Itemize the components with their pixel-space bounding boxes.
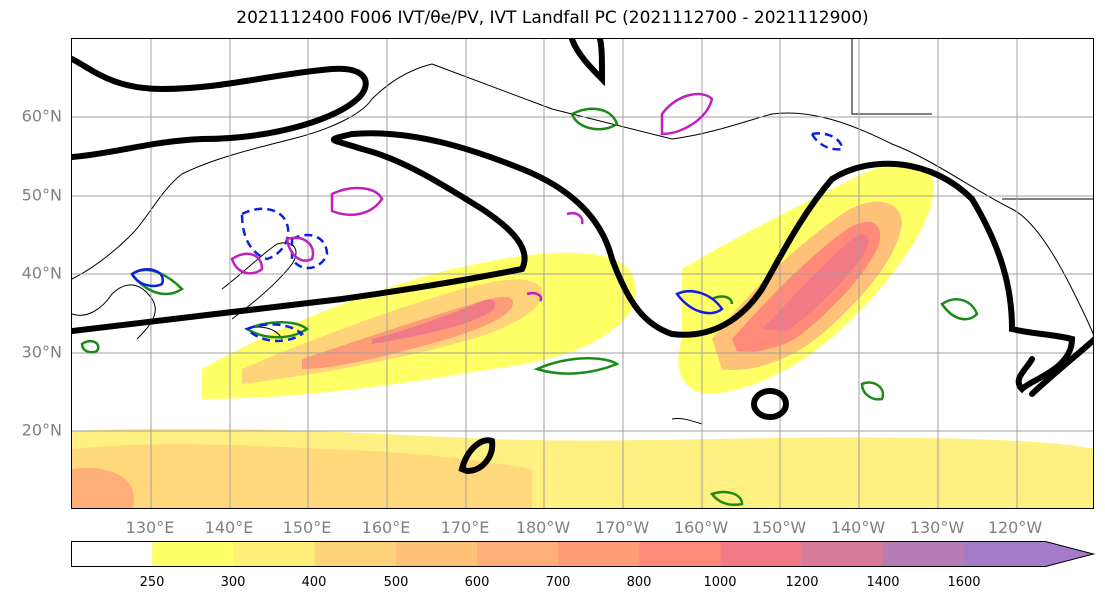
magenta-contours	[230, 92, 714, 302]
lon-label-150w: 150°W	[751, 518, 807, 537]
colorbar-box	[71, 541, 153, 567]
coastlines	[72, 39, 1093, 425]
lon-label-150e: 150°E	[282, 518, 332, 537]
map-panel	[71, 38, 1094, 509]
lon-label-170e: 170°E	[440, 518, 490, 537]
lon-label-180w: 180°W	[515, 518, 571, 537]
lat-label-30n: 30°N	[21, 342, 62, 362]
colorbar-tick-1600: 1600	[947, 575, 981, 590]
colorbar-tick-1000: 1000	[703, 575, 737, 590]
lat-label-50n: 50°N	[21, 185, 62, 205]
colorbar-box	[152, 541, 234, 567]
lon-label-160e: 160°E	[361, 518, 411, 537]
colorbar-box	[558, 541, 640, 567]
colorbar-tick-700: 700	[545, 575, 571, 590]
lon-label-160w: 160°W	[673, 518, 729, 537]
colorbar-box	[314, 541, 397, 567]
lat-label-40n: 40°N	[21, 263, 62, 283]
lat-label-20n: 20°N	[21, 420, 62, 440]
ivt-colorbar	[71, 541, 1096, 567]
colorbar-box	[395, 541, 478, 567]
colorbar-tick-250: 250	[139, 575, 165, 590]
ivt-landfall-pc-contour	[72, 39, 1093, 475]
colorbar-tick-400: 400	[301, 575, 327, 590]
colorbar-outline	[71, 541, 1096, 567]
lon-label-140w: 140°W	[830, 518, 886, 537]
colorbar-tick-800: 800	[626, 575, 652, 590]
colorbar-box	[639, 541, 722, 567]
colorbar-tick-600: 600	[464, 575, 490, 590]
map-title: 2021112400 F006 IVT/θe/PV, IVT Landfall …	[236, 8, 869, 28]
colorbar-tick-300: 300	[220, 575, 246, 590]
lon-label-120w: 120°W	[987, 518, 1043, 537]
graticule	[72, 39, 1093, 508]
lon-label-130w: 130°W	[909, 518, 965, 537]
colorbar-box	[883, 541, 965, 567]
colorbar-tick-500: 500	[383, 575, 409, 590]
colorbar-box	[720, 541, 803, 567]
map-canvas	[72, 39, 1093, 508]
colorbar-box	[233, 541, 316, 567]
lon-label-130e: 130°E	[125, 518, 175, 537]
colorbar-box	[801, 541, 884, 567]
theta-e-contours	[130, 132, 844, 343]
lon-label-140e: 140°E	[204, 518, 254, 537]
colorbar-box	[477, 541, 559, 567]
lat-label-60n: 60°N	[21, 106, 62, 126]
colorbar-tick-1400: 1400	[866, 575, 900, 590]
colorbar-box	[964, 541, 1094, 567]
colorbar-tick-1200: 1200	[785, 575, 819, 590]
ivt-filled-contours	[72, 162, 1093, 508]
lon-label-170w: 170°W	[594, 518, 650, 537]
